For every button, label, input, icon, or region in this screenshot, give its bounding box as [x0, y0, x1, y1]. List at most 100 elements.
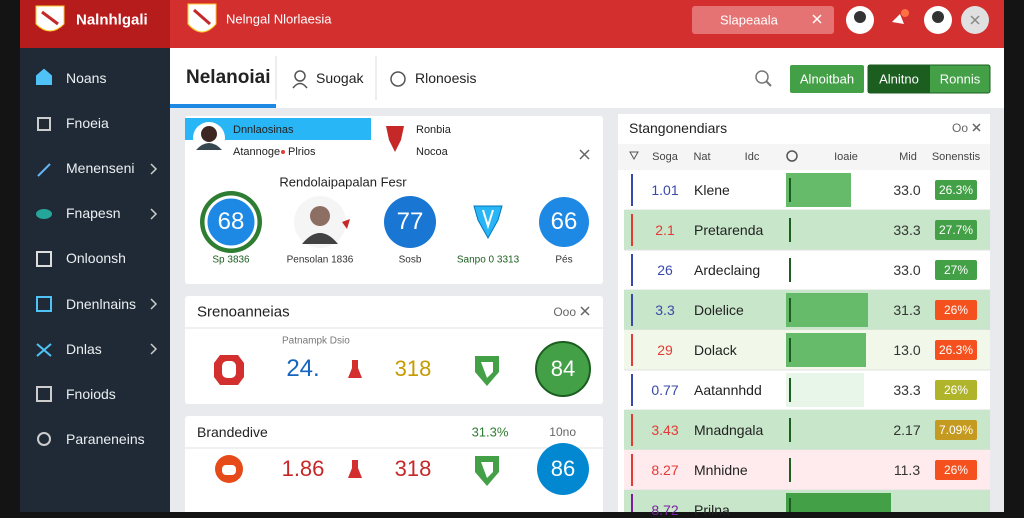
- row-marker: [631, 494, 633, 512]
- tab-sub: Atannoge: [233, 146, 281, 158]
- row-marker: [631, 214, 633, 246]
- metric: 86: [550, 456, 576, 481]
- row-bar: [786, 333, 866, 367]
- column-header: Mid: [899, 151, 917, 163]
- nav-item[interactable]: Fnoiods: [66, 385, 116, 402]
- button[interactable]: Ronnis: [939, 71, 981, 87]
- card-sub: Patnampk Dsio: [282, 335, 350, 347]
- row-rank: 26: [657, 262, 673, 278]
- row-rank: 0.77: [651, 382, 679, 398]
- card-menu[interactable]: 10no: [549, 425, 576, 439]
- column-header: Soga: [652, 151, 678, 163]
- card-title: Brandedive: [197, 424, 268, 440]
- row-share: 27.7%: [938, 223, 974, 237]
- table-menu[interactable]: Oo: [951, 121, 968, 135]
- row-bg: [624, 210, 990, 250]
- row-share: 26%: [943, 303, 969, 317]
- tab-sub: Nocoa: [416, 146, 448, 158]
- row-bar: [786, 173, 851, 207]
- nav-item[interactable]: Dnlas: [66, 340, 102, 357]
- row-name: Ardeclaing: [694, 262, 761, 278]
- metric: 318: [394, 356, 432, 381]
- row-badge: [935, 420, 977, 440]
- column-header: Idc: [744, 151, 760, 163]
- nav-item[interactable]: Paraneneins: [66, 430, 145, 447]
- card-heading: Rendolaipapalan Fesr: [279, 174, 407, 190]
- stat-value: 77: [396, 208, 424, 235]
- row-value: 31.3: [893, 302, 921, 318]
- metric: 24.: [286, 355, 320, 382]
- search-box[interactable]: Slapeaala: [720, 12, 778, 28]
- row-name: Mnadngala: [694, 422, 764, 438]
- row-marker: [631, 414, 633, 446]
- stat-label: Sp 3836: [212, 254, 250, 266]
- row-share: 26.3%: [938, 343, 974, 357]
- row-value: 33.3: [893, 222, 921, 238]
- row-name: Dolack: [694, 342, 737, 358]
- row-tick: [789, 218, 791, 242]
- stat-label: Pés: [555, 254, 573, 266]
- row-rank: 3.43: [651, 422, 679, 438]
- row-share: 26%: [943, 383, 969, 397]
- nav-item[interactable]: Dnenlnains: [66, 295, 137, 312]
- row-badge: [935, 340, 977, 360]
- tab[interactable]: Suogak: [316, 70, 364, 86]
- row-name: Aatannhdd: [694, 382, 762, 398]
- row-marker: [631, 374, 633, 406]
- nav-item[interactable]: Fnapesn: [66, 205, 121, 222]
- tab[interactable]: Rlonoesis: [415, 70, 477, 86]
- row-rank: 8.27: [651, 462, 679, 478]
- row-tick: [789, 378, 791, 402]
- column-header: Sonenstis: [931, 151, 981, 163]
- row-name: Dolelice: [694, 302, 744, 318]
- tab-title: Dnnlaosinas: [233, 124, 294, 136]
- brand-name: Nalnhlgali: [76, 11, 148, 29]
- row-value: 33.0: [893, 262, 921, 278]
- row-name: Prilna: [694, 502, 730, 518]
- row-share: 7.09%: [938, 423, 974, 437]
- row-marker: [631, 454, 633, 486]
- row-marker: [631, 334, 633, 366]
- row-tick: [789, 338, 791, 362]
- nav-item[interactable]: Noans: [66, 70, 107, 86]
- row-rank: 29: [657, 342, 673, 358]
- row-name: Klene: [694, 182, 730, 198]
- row-share: 26.3%: [938, 183, 974, 197]
- stat-label: Sanpo 0 3313: [456, 254, 520, 266]
- nav-item[interactable]: Menenseni: [66, 160, 135, 177]
- row-rank: 8.72: [651, 502, 679, 518]
- nav-item[interactable]: Fnoeia: [66, 115, 109, 132]
- button[interactable]: Alnitno: [879, 71, 919, 87]
- card-menu[interactable]: Ooo: [553, 305, 576, 319]
- tab-title: Ronbia: [416, 124, 451, 136]
- tab[interactable]: Nelanoiai: [186, 67, 271, 88]
- nav-item[interactable]: Onloonsh: [66, 250, 126, 267]
- row-tick: [789, 458, 791, 482]
- row-badge: [935, 300, 977, 320]
- row-tick: [789, 298, 791, 322]
- row-marker: [631, 294, 633, 326]
- row-tick: [789, 498, 791, 512]
- row-value: 11.3: [893, 462, 921, 478]
- row-bg: [624, 450, 990, 490]
- row-marker: [631, 174, 633, 206]
- row-badge: [935, 380, 977, 400]
- row-bg: [624, 410, 990, 450]
- row-value: 13.0: [893, 342, 921, 358]
- button[interactable]: Alnoitbah: [799, 71, 855, 87]
- stat-label: Pensolan 1836: [286, 254, 354, 266]
- row-marker: [631, 254, 633, 286]
- column-header: Ioaie: [834, 151, 858, 163]
- row-share: 27%: [943, 263, 969, 277]
- row-value: 33.3: [893, 382, 921, 398]
- row-share: 26%: [943, 463, 969, 477]
- tab-tag: Plrios: [288, 146, 316, 158]
- row-badge: [935, 220, 977, 240]
- card-badge: 31.3%: [471, 424, 509, 440]
- metric: 318: [394, 456, 432, 481]
- row-value: 33.0: [893, 182, 921, 198]
- metric: 1.86: [281, 456, 325, 481]
- row-badge: [935, 260, 977, 280]
